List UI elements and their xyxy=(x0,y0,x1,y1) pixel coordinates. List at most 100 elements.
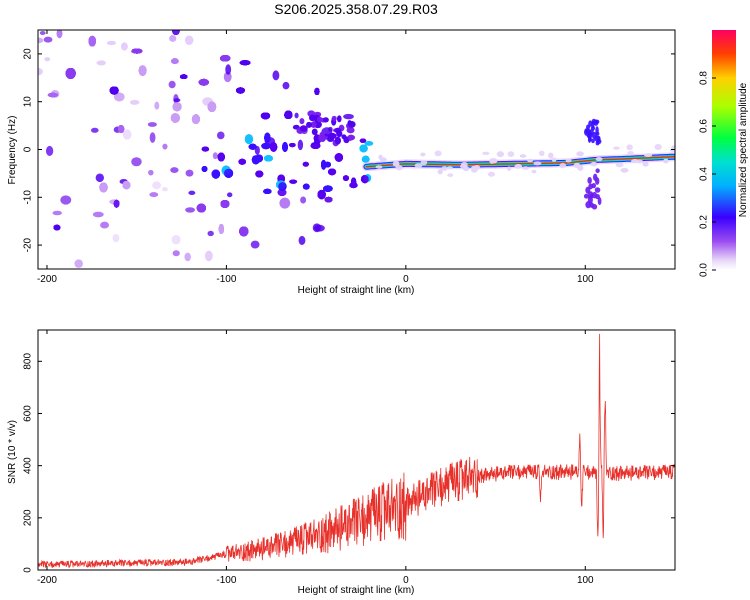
spectrogram-signal-cell xyxy=(278,182,287,191)
spectrogram-signal-cell xyxy=(591,138,595,144)
spectrogram-noise-cell xyxy=(615,162,624,168)
spectrogram-signal-cell xyxy=(587,177,592,184)
spectrogram-noise-cell xyxy=(188,190,196,195)
spectrogram-signal-cell xyxy=(201,146,210,152)
spectrogram-noise-cell xyxy=(173,98,181,103)
spectrogram-xtick-label: -100 xyxy=(216,274,236,285)
spectrogram-signal-cell xyxy=(594,119,600,124)
snr-xtick-label: -200 xyxy=(37,575,57,586)
spectrogram-noise-cell xyxy=(53,224,61,231)
spectrogram-signal-cell xyxy=(321,159,327,170)
spectrogram-signal-cell xyxy=(289,179,298,184)
colorbar-tick-label: 0.0 xyxy=(699,263,710,277)
spectrogram-noise-cell xyxy=(420,152,426,157)
spectrogram-signal-cell xyxy=(584,128,589,136)
spectrogram-noise-cell xyxy=(236,87,245,94)
colorbar-label: Normalized spectral amplitude xyxy=(738,82,749,217)
chart-title: S206.2025.358.07.29.R03 xyxy=(274,1,438,17)
spectrogram-signal-cell xyxy=(588,136,592,142)
spectrogram-signal-cell xyxy=(596,138,602,145)
spectrogram-signal-cell xyxy=(323,185,333,192)
spectrogram-signal-cell xyxy=(306,121,312,128)
spectrogram-signal-cell xyxy=(319,135,326,142)
spectrogram-noise-cell xyxy=(576,151,584,157)
spectrogram-noise-cell xyxy=(188,273,199,283)
spectrogram-noise-cell xyxy=(260,112,271,120)
spectrogram-noise-cell xyxy=(113,199,120,208)
spectrogram-signal-cell xyxy=(263,188,272,195)
spectrogram-noise-cell xyxy=(519,154,527,158)
spectrogram-noise-cell xyxy=(216,131,225,140)
spectrogram-noise-cell xyxy=(613,146,620,150)
spectrogram-noise-cell xyxy=(188,273,199,283)
spectrogram-noise-cell xyxy=(88,35,96,47)
spectrogram-signal-cell xyxy=(254,154,263,163)
spectrogram-signal-cell xyxy=(594,187,601,193)
spectrogram-noise-cell xyxy=(113,92,125,102)
spectrogram-noise-cell xyxy=(514,164,522,169)
spectrogram-noise-cell xyxy=(277,188,287,196)
spectrogram-noise-cell xyxy=(188,273,199,283)
spectrogram-signal-cell xyxy=(309,114,316,122)
spectrogram-noise-cell xyxy=(95,173,104,183)
spectrogram-noise-cell xyxy=(131,48,143,54)
spectrogram-signal-cell xyxy=(327,168,337,176)
spectrogram-noise-cell xyxy=(148,169,154,176)
spectrogram-noise-cell xyxy=(188,273,199,283)
spectrogram-signal-cell xyxy=(201,166,208,173)
spectrogram-signal-cell xyxy=(588,129,594,136)
spectrogram-signal-cell xyxy=(328,126,333,132)
spectrogram-noise-cell xyxy=(462,166,470,172)
spectrogram-signal-cell xyxy=(360,175,369,184)
spectrogram-signal-cell xyxy=(269,142,278,152)
spectrogram-noise-cell xyxy=(188,273,199,283)
spectrogram-noise-cell xyxy=(170,167,179,173)
spectrogram-signal-cell xyxy=(597,197,602,206)
snr-ytick-label: 600 xyxy=(23,405,34,422)
spectrogram-signal-cell xyxy=(334,127,342,134)
spectrogram-noise-cell xyxy=(172,250,180,257)
spectrogram-signal-cell xyxy=(583,193,589,199)
spectrogram-noise-cell xyxy=(188,273,199,283)
colorbar-scale xyxy=(712,30,736,270)
spectrogram-noise-cell xyxy=(188,273,199,283)
spectrogram-noise-cell xyxy=(188,273,199,283)
colorbar-tick-label: 0.8 xyxy=(699,71,710,85)
snr-ylabel: SNR (10 * v/v) xyxy=(7,420,18,484)
spectrogram-noise-cell xyxy=(185,169,194,177)
spectrogram-signal-cell xyxy=(311,128,318,136)
spectrogram-noise-cell xyxy=(154,101,160,110)
spectrogram-signal-cell xyxy=(591,120,595,129)
snr-ytick-label: 800 xyxy=(23,353,34,370)
spectrogram-noise-cell xyxy=(627,151,634,156)
spectrogram-noise-cell xyxy=(324,196,333,203)
spectrogram-noise-cell xyxy=(507,151,515,158)
spectrogram-noise-cell xyxy=(118,125,125,134)
spectrogram-noise-cell xyxy=(188,273,199,283)
spectrogram-signal-cell xyxy=(364,141,374,146)
snr-panel: -200 -100 0 100 0 200 400 600 800 Height of stra… xyxy=(7,329,676,596)
spectrogram-noise-cell xyxy=(527,158,534,163)
spectrogram-signal-cell xyxy=(322,117,329,123)
spectrogram-noise-cell xyxy=(188,273,199,283)
spectrogram-noise-cell xyxy=(220,200,230,208)
spectrogram-noise-cell xyxy=(590,161,598,167)
spectrogram-signal-cell xyxy=(261,142,271,150)
spectrogram-noise-cell xyxy=(314,87,320,96)
spectrogram-signal-cell xyxy=(282,142,288,152)
spectrogram-noise-cell xyxy=(188,273,199,283)
spectrogram-noise-cell xyxy=(149,132,156,143)
spectrogram-noise-cell xyxy=(131,157,142,167)
spectrogram-noise-cell xyxy=(533,161,542,166)
spectrogram-signal-cell xyxy=(347,121,356,128)
spectrogram-noise-cell xyxy=(489,158,495,164)
spectrogram-xlabel: Height of straight line (km) xyxy=(298,285,415,296)
spectrogram-noise-cell xyxy=(188,273,199,283)
spectrogram-noise-cell xyxy=(92,211,104,218)
spectrogram-noise-cell xyxy=(212,152,218,160)
spectrogram-noise-cell xyxy=(488,171,495,177)
spectrogram-noise-cell xyxy=(595,157,603,162)
spectrogram-noise-cell xyxy=(122,181,131,190)
spectrogram-noise-cell xyxy=(482,151,490,155)
